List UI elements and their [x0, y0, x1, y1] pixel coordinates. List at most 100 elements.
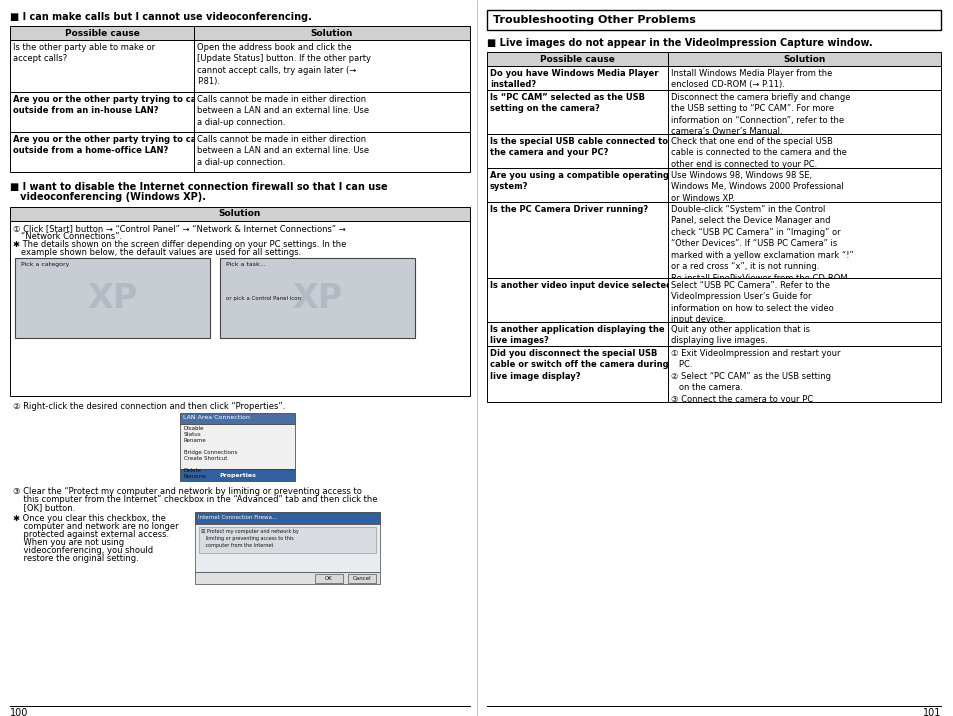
Bar — [486, 52, 667, 66]
Text: When you are not using: When you are not using — [13, 538, 124, 547]
Text: Bridge Connections: Bridge Connections — [184, 450, 237, 455]
Text: Status: Status — [184, 432, 201, 437]
Text: Solution: Solution — [218, 210, 261, 218]
Text: videoconferencing, you should: videoconferencing, you should — [13, 546, 153, 555]
Bar — [486, 134, 667, 168]
Text: Use Windows 98, Windows 98 SE,
Windows Me, Windows 2000 Professional
or Windows : Use Windows 98, Windows 98 SE, Windows M… — [670, 171, 842, 203]
Bar — [10, 40, 193, 92]
Bar — [667, 168, 940, 202]
Text: ■ Live images do not appear in the VideoImpression Capture window.: ■ Live images do not appear in the Video… — [486, 38, 872, 48]
Text: Solution: Solution — [782, 54, 825, 64]
Text: [OK] button.: [OK] button. — [13, 503, 75, 512]
Text: Is the other party able to make or
accept calls?: Is the other party able to make or accep… — [13, 43, 155, 64]
Text: Is another video input device selected?: Is another video input device selected? — [490, 281, 677, 290]
Text: computer and network are no longer: computer and network are no longer — [13, 522, 178, 531]
Text: Did you disconnect the special USB
cable or switch off the camera during
live im: Did you disconnect the special USB cable… — [490, 349, 668, 381]
Text: or pick a Control Panel icon: or pick a Control Panel icon — [226, 296, 301, 301]
Bar — [486, 66, 667, 90]
Text: ① Exit VideoImpression and restart your
   PC.
② Select “PC CAM” as the USB sett: ① Exit VideoImpression and restart your … — [670, 349, 840, 415]
Bar — [10, 26, 193, 40]
Text: Properties: Properties — [219, 473, 255, 478]
Text: Possible cause: Possible cause — [539, 54, 615, 64]
Text: Install Windows Media Player from the
enclosed CD-ROM (→ P.11).: Install Windows Media Player from the en… — [670, 69, 832, 90]
Bar — [314, 574, 343, 583]
Bar — [193, 26, 470, 40]
Text: Calls cannot be made in either direction
between a LAN and an external line. Use: Calls cannot be made in either direction… — [196, 95, 369, 127]
Text: ✱ The details shown on the screen differ depending on your PC settings. In the: ✱ The details shown on the screen differ… — [13, 240, 346, 249]
Text: Troubleshooting Other Problems: Troubleshooting Other Problems — [493, 15, 695, 25]
Text: Disconnect the camera briefly and change
the USB setting to “PC CAM”. For more
i: Disconnect the camera briefly and change… — [670, 93, 850, 136]
Bar — [15, 258, 210, 338]
Text: Internet Connection Firewa...: Internet Connection Firewa... — [198, 515, 277, 520]
Bar — [486, 168, 667, 202]
Bar — [486, 346, 667, 402]
Text: Calls cannot be made in either direction
between a LAN and an external line. Use: Calls cannot be made in either direction… — [196, 135, 369, 167]
Bar — [10, 132, 193, 172]
Text: Open the address book and click the
[Update Status] button. If the other party
c: Open the address book and click the [Upd… — [196, 43, 371, 87]
Bar — [194, 512, 379, 524]
Text: XP: XP — [292, 281, 342, 314]
Bar — [667, 90, 940, 134]
Bar — [10, 221, 470, 396]
Text: Disable: Disable — [184, 426, 204, 431]
Text: ■ I can make calls but I cannot use videoconferencing.: ■ I can make calls but I cannot use vide… — [10, 12, 312, 22]
Bar — [180, 424, 294, 469]
Text: ✱ Once you clear this checkbox, the: ✱ Once you clear this checkbox, the — [13, 514, 166, 523]
Text: Create Shortcut: Create Shortcut — [184, 456, 227, 461]
Text: limiting or preventing access to this: limiting or preventing access to this — [201, 536, 294, 541]
Text: Delete: Delete — [184, 468, 202, 473]
Bar — [10, 92, 193, 132]
Text: ③ Clear the “Protect my computer and network by limiting or preventing access to: ③ Clear the “Protect my computer and net… — [13, 487, 361, 496]
Bar — [486, 322, 667, 346]
Text: ① Click [Start] button → “Control Panel” → “Network & Internet Connections” →: ① Click [Start] button → “Control Panel”… — [13, 224, 345, 233]
Text: Is the special USB cable connected to
the camera and your PC?: Is the special USB cable connected to th… — [490, 137, 667, 158]
Text: Are you or the other party trying to call
outside from a home-office LAN?: Are you or the other party trying to cal… — [13, 135, 202, 155]
Text: Solution: Solution — [311, 29, 353, 37]
Text: OK: OK — [325, 576, 333, 581]
Bar — [667, 278, 940, 322]
Bar — [667, 66, 940, 90]
Text: Do you have Windows Media Player
installed?: Do you have Windows Media Player install… — [490, 69, 658, 90]
Text: Quit any other application that is
displaying live images.: Quit any other application that is displ… — [670, 325, 809, 345]
Text: computer from the Internet: computer from the Internet — [201, 543, 274, 548]
Text: 100: 100 — [10, 708, 29, 716]
Bar — [193, 40, 470, 92]
Text: Rename: Rename — [184, 474, 207, 479]
Text: Pick a task...: Pick a task... — [226, 262, 266, 267]
Text: Is the PC Camera Driver running?: Is the PC Camera Driver running? — [490, 205, 647, 214]
Text: Double-click “System” in the Control
Panel, select the Device Manager and
check : Double-click “System” in the Control Pan… — [670, 205, 853, 294]
Bar — [180, 469, 294, 481]
Text: restore the original setting.: restore the original setting. — [13, 554, 138, 563]
Bar — [486, 202, 667, 278]
Text: example shown below, the default values are used for all settings.: example shown below, the default values … — [13, 248, 301, 257]
Text: videoconferencing (Windows XP).: videoconferencing (Windows XP). — [10, 192, 206, 202]
Text: LAN Area Connection: LAN Area Connection — [183, 415, 250, 420]
Bar — [348, 574, 375, 583]
Bar — [193, 132, 470, 172]
Text: XP: XP — [88, 281, 137, 314]
Bar — [10, 207, 470, 221]
Bar — [194, 572, 379, 584]
Text: “Network Connections”.: “Network Connections”. — [13, 232, 122, 241]
Text: protected against external access.: protected against external access. — [13, 530, 169, 539]
Bar — [199, 527, 375, 553]
Text: Are you using a compatible operating
system?: Are you using a compatible operating sys… — [490, 171, 668, 191]
Text: Is another application displaying the
live images?: Is another application displaying the li… — [490, 325, 664, 345]
Text: Rename: Rename — [184, 438, 207, 443]
Text: ② Right-click the desired connection and then click “Properties”.: ② Right-click the desired connection and… — [13, 402, 285, 411]
Text: Cancel: Cancel — [353, 576, 371, 581]
Bar — [486, 278, 667, 322]
Bar — [486, 10, 940, 30]
Text: ■ I want to disable the Internet connection firewall so that I can use: ■ I want to disable the Internet connect… — [10, 182, 387, 192]
Bar — [667, 322, 940, 346]
Text: 101: 101 — [922, 708, 940, 716]
Text: ☒ Protect my computer and network by: ☒ Protect my computer and network by — [201, 529, 298, 534]
Bar — [667, 346, 940, 402]
Bar — [667, 202, 940, 278]
Text: Pick a category: Pick a category — [21, 262, 70, 267]
Text: Possible cause: Possible cause — [65, 29, 139, 37]
Bar — [667, 52, 940, 66]
Bar — [193, 92, 470, 132]
Bar — [220, 258, 415, 338]
Text: this computer from the Internet” checkbox in the “Advanced” tab and then click t: this computer from the Internet” checkbo… — [13, 495, 377, 504]
